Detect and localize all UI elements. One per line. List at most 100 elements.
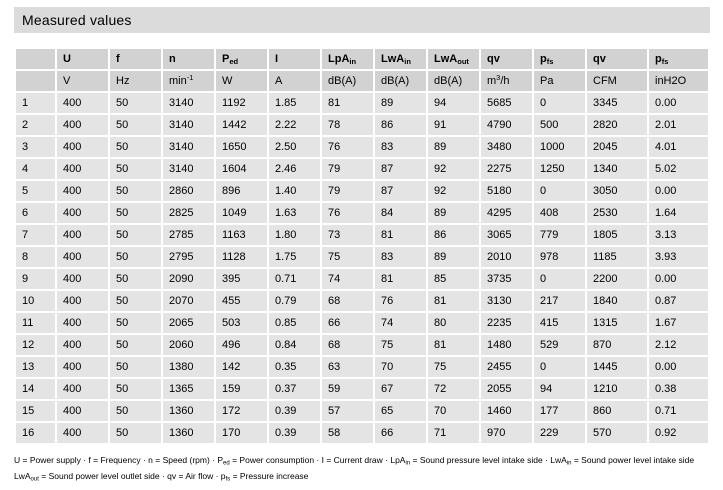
- table-cell: 2275: [481, 159, 532, 179]
- cell-text: m: [487, 75, 497, 87]
- column-header: U: [57, 49, 108, 69]
- column-unit: min-1: [163, 71, 214, 91]
- table-cell: 0.71: [269, 269, 320, 289]
- table-cell: 68: [322, 335, 373, 355]
- table-cell: 400: [57, 335, 108, 355]
- table-cell: 66: [375, 423, 426, 443]
- table-cell: 81: [375, 225, 426, 245]
- cell-subscript: fs: [546, 57, 554, 66]
- table-cell: 1360: [163, 423, 214, 443]
- table-cell: 81: [322, 93, 373, 113]
- table-cell: 529: [534, 335, 585, 355]
- table-cell: 85: [428, 269, 479, 289]
- table-cell: 50: [110, 423, 161, 443]
- table-cell: 1250: [534, 159, 585, 179]
- table-cell: 75: [322, 247, 373, 267]
- cell-text: A: [275, 75, 283, 87]
- table-cell: 172: [216, 401, 267, 421]
- table-cell: 570: [587, 423, 647, 443]
- table-cell: 2795: [163, 247, 214, 267]
- footnote-text: = Pressure increase: [230, 471, 309, 481]
- table-cell: 5.02: [649, 159, 708, 179]
- cell-text: CFM: [593, 75, 617, 87]
- cell-text: p: [655, 53, 662, 65]
- table-row: 6 400 50 2825 1049 1.63 76 84 89 4295 408 2530 1.64: [16, 203, 708, 223]
- table-cell: 1.75: [269, 247, 320, 267]
- table-cell: 400: [57, 181, 108, 201]
- table-cell: 70: [428, 401, 479, 421]
- table-cell: 1.67: [649, 313, 708, 333]
- row-number-cell: 6: [16, 203, 55, 223]
- cell-text: inH2O: [655, 75, 687, 87]
- table-row: 9 400 50 2090 395 0.71 74 81 85 3735 0 2200 0.00: [16, 269, 708, 289]
- table-cell: 400: [57, 159, 108, 179]
- table-cell: 395: [216, 269, 267, 289]
- table-cell: 89: [428, 203, 479, 223]
- table-cell: 79: [322, 159, 373, 179]
- row-number-cell: 7: [16, 225, 55, 245]
- table-cell: 217: [534, 291, 585, 311]
- table-cell: 66: [322, 313, 373, 333]
- table-cell: 2820: [587, 115, 647, 135]
- table-cell: 50: [110, 379, 161, 399]
- table-row: 16 400 50 1360 170 0.39 58 66 71 970 229 570 0.92: [16, 423, 708, 443]
- row-number-cell: 12: [16, 335, 55, 355]
- column-header: LwAin: [375, 49, 426, 69]
- table-cell: 75: [428, 357, 479, 377]
- table-cell: 455: [216, 291, 267, 311]
- table-cell: 1805: [587, 225, 647, 245]
- footnote-text: = Sound power level intake side: [571, 455, 695, 465]
- row-number-cell: 4: [16, 159, 55, 179]
- table-cell: 81: [428, 291, 479, 311]
- table-cell: 0.87: [649, 291, 708, 311]
- table-cell: 1442: [216, 115, 267, 135]
- table-cell: 2860: [163, 181, 214, 201]
- table-row: 4 400 50 3140 1604 2.46 79 87 92 2275 1250 1340 5.02: [16, 159, 708, 179]
- table-cell: 229: [534, 423, 585, 443]
- footnote-text: LwA: [14, 471, 31, 481]
- table-cell: 1380: [163, 357, 214, 377]
- table-cell: 59: [322, 379, 373, 399]
- table-cell: 57: [322, 401, 373, 421]
- row-number-cell: 9: [16, 269, 55, 289]
- table-row: 13 400 50 1380 142 0.35 63 70 75 2455 0 1445 0.00: [16, 357, 708, 377]
- section-title-band: Measured values: [14, 7, 710, 33]
- table-cell: 2235: [481, 313, 532, 333]
- table-row: 11 400 50 2065 503 0.85 66 74 80 2235 415 1315 1.67: [16, 313, 708, 333]
- table-cell: 50: [110, 269, 161, 289]
- table-cell: 400: [57, 115, 108, 135]
- cell-text: W: [222, 75, 233, 87]
- table-cell: 2065: [163, 313, 214, 333]
- row-number-cell: 13: [16, 357, 55, 377]
- table-cell: 75: [375, 335, 426, 355]
- table-cell: 0.00: [649, 269, 708, 289]
- table-cell: 83: [375, 247, 426, 267]
- table-cell: 170: [216, 423, 267, 443]
- table-cell: 0.92: [649, 423, 708, 443]
- table-cell: 1.64: [649, 203, 708, 223]
- table-cell: 1.63: [269, 203, 320, 223]
- table-cell: 0.37: [269, 379, 320, 399]
- table-row: 15 400 50 1360 172 0.39 57 65 70 1460 177 860 0.71: [16, 401, 708, 421]
- cell-text: qv: [487, 53, 500, 65]
- table-cell: 89: [428, 247, 479, 267]
- cell-text: dB(A): [328, 75, 357, 87]
- cell-text: U: [63, 53, 71, 65]
- table-cell: 86: [375, 115, 426, 135]
- table-cell: 2.46: [269, 159, 320, 179]
- table-cell: 0: [534, 93, 585, 113]
- footnote-legend: U = Power supply · f = Frequency · n = S…: [14, 452, 710, 484]
- table-cell: 79: [322, 181, 373, 201]
- table-cell: 50: [110, 335, 161, 355]
- table-row: 2 400 50 3140 1442 2.22 78 86 91 4790 500 2820 2.01: [16, 115, 708, 135]
- row-number-cell: 2: [16, 115, 55, 135]
- table-cell: 81: [375, 269, 426, 289]
- row-number-cell: 15: [16, 401, 55, 421]
- cell-text: f: [116, 53, 120, 65]
- cell-text: qv: [593, 53, 606, 65]
- cell-text: n: [169, 53, 176, 65]
- table-cell: 0: [534, 181, 585, 201]
- table-cell: 3.13: [649, 225, 708, 245]
